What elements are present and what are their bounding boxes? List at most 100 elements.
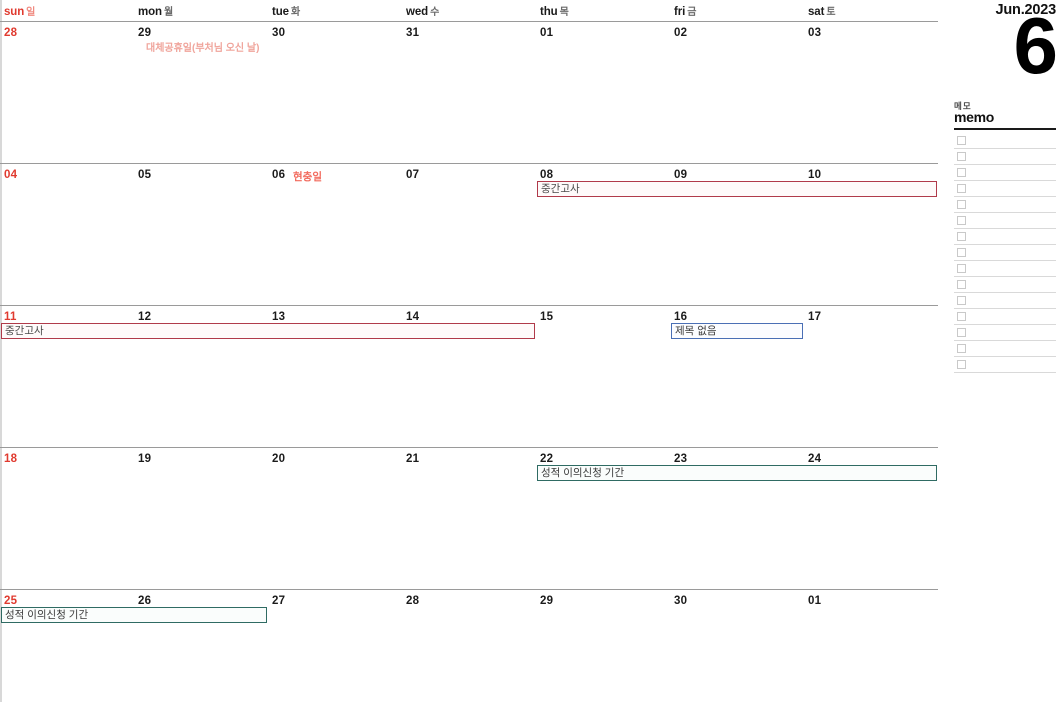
calendar-event-bar[interactable]: 제목 없음 [671, 323, 803, 339]
memo-row[interactable] [954, 245, 1056, 261]
day-cell[interactable]: 13 [268, 305, 402, 447]
week-divider [0, 589, 938, 590]
day-number: 07 [406, 169, 420, 181]
memo-checkbox[interactable] [957, 328, 966, 337]
day-cell[interactable]: 31 [402, 21, 536, 163]
day-cell[interactable]: 25 [0, 589, 134, 702]
day-cell[interactable]: 28 [0, 21, 134, 163]
week-divider [0, 163, 938, 164]
day-cell[interactable]: 03 [804, 21, 938, 163]
day-cell[interactable]: 18 [0, 447, 134, 589]
day-cell[interactable]: 26 [134, 589, 268, 702]
memo-checkbox[interactable] [957, 360, 966, 369]
weekday-name-en: sun [4, 6, 25, 18]
day-number: 29 [540, 595, 554, 607]
day-cell[interactable]: 07 [402, 163, 536, 305]
day-cell[interactable]: 14 [402, 305, 536, 447]
memo-checkbox[interactable] [957, 200, 966, 209]
day-cell[interactable]: 30 [268, 21, 402, 163]
day-cell[interactable]: 09 [670, 163, 804, 305]
day-cell[interactable]: 10 [804, 163, 938, 305]
memo-checkbox[interactable] [957, 184, 966, 193]
memo-checkbox[interactable] [957, 280, 966, 289]
memo-row[interactable] [954, 277, 1056, 293]
page-left-rail [0, 0, 2, 702]
week-divider [0, 305, 938, 306]
weekday-name-en: wed [406, 6, 429, 18]
day-number: 15 [540, 311, 554, 323]
day-cell[interactable]: 23 [670, 447, 804, 589]
memo-row[interactable] [954, 133, 1056, 149]
memo-row[interactable] [954, 325, 1056, 341]
memo-row[interactable] [954, 341, 1056, 357]
day-cell[interactable]: 24 [804, 447, 938, 589]
memo-row[interactable] [954, 149, 1056, 165]
day-cell[interactable]: 15 [536, 305, 670, 447]
memo-checkbox[interactable] [957, 344, 966, 353]
memo-checkbox[interactable] [957, 216, 966, 225]
day-number: 16 [674, 311, 688, 323]
day-cell[interactable]: 21 [402, 447, 536, 589]
memo-checkbox[interactable] [957, 168, 966, 177]
holiday-label: 현충일 [293, 171, 322, 183]
week-divider [0, 21, 938, 22]
memo-row[interactable] [954, 261, 1056, 277]
memo-row[interactable] [954, 229, 1056, 245]
day-cell[interactable]: 11 [0, 305, 134, 447]
month-number-display: 6 [1013, 1, 1056, 90]
weekday-header-wed: wed 수 [406, 3, 439, 18]
day-number: 24 [808, 453, 822, 465]
calendar-week-row: 28 29 대체공휴일(부처님 오신 날) 30 31 01 02 03 [0, 21, 938, 163]
day-cell[interactable]: 01 [536, 21, 670, 163]
calendar-event-bar[interactable]: 성적 이의신청 기간 [1, 607, 267, 623]
memo-checkbox[interactable] [957, 136, 966, 145]
memo-row[interactable] [954, 197, 1056, 213]
memo-row[interactable] [954, 165, 1056, 181]
calendar-event-bar[interactable]: 성적 이의신청 기간 [537, 465, 937, 481]
day-cell[interactable]: 20 [268, 447, 402, 589]
day-number: 04 [4, 169, 18, 181]
memo-checkbox[interactable] [957, 248, 966, 257]
day-cell[interactable]: 06 현충일 [268, 163, 402, 305]
day-number: 05 [138, 169, 152, 181]
day-cell[interactable]: 16 [670, 305, 804, 447]
day-cell[interactable]: 08 [536, 163, 670, 305]
memo-row[interactable] [954, 293, 1056, 309]
calendar-week-row: 04 05 06 현충일 07 08 09 10 중간고사 [0, 163, 938, 305]
calendar-event-bar[interactable]: 중간고사 [1, 323, 535, 339]
day-number: 23 [674, 453, 688, 465]
weekday-name-ko: 토 [826, 7, 836, 18]
day-cell[interactable]: 22 [536, 447, 670, 589]
day-cell[interactable]: 29 대체공휴일(부처님 오신 날) [134, 21, 268, 163]
day-number: 09 [674, 169, 688, 181]
calendar-event-bar[interactable]: 중간고사 [537, 181, 937, 197]
day-cell[interactable]: 01 [804, 589, 938, 702]
day-number: 13 [272, 311, 286, 323]
memo-row[interactable] [954, 181, 1056, 197]
memo-checkbox[interactable] [957, 264, 966, 273]
day-number: 25 [4, 595, 18, 607]
day-cell[interactable]: 17 [804, 305, 938, 447]
memo-checkbox[interactable] [957, 312, 966, 321]
day-number: 31 [406, 27, 420, 39]
memo-checkbox[interactable] [957, 296, 966, 305]
weekday-name-en: tue [272, 6, 289, 18]
day-cell[interactable]: 19 [134, 447, 268, 589]
weekday-name-en: sat [808, 6, 825, 18]
holiday-label: 대체공휴일(부처님 오신 날) [146, 43, 260, 54]
day-cell[interactable]: 02 [670, 21, 804, 163]
day-number: 18 [4, 453, 18, 465]
day-cell[interactable]: 28 [402, 589, 536, 702]
memo-row[interactable] [954, 309, 1056, 325]
day-cell[interactable]: 05 [134, 163, 268, 305]
memo-row[interactable] [954, 213, 1056, 229]
day-cell[interactable]: 29 [536, 589, 670, 702]
memo-checkbox[interactable] [957, 152, 966, 161]
memo-checkbox[interactable] [957, 232, 966, 241]
memo-row[interactable] [954, 357, 1056, 373]
calendar-week-row: 25 26 27 28 29 30 01 성적 이의신청 기간 [0, 589, 938, 702]
day-cell[interactable]: 12 [134, 305, 268, 447]
day-cell[interactable]: 04 [0, 163, 134, 305]
day-cell[interactable]: 27 [268, 589, 402, 702]
day-cell[interactable]: 30 [670, 589, 804, 702]
